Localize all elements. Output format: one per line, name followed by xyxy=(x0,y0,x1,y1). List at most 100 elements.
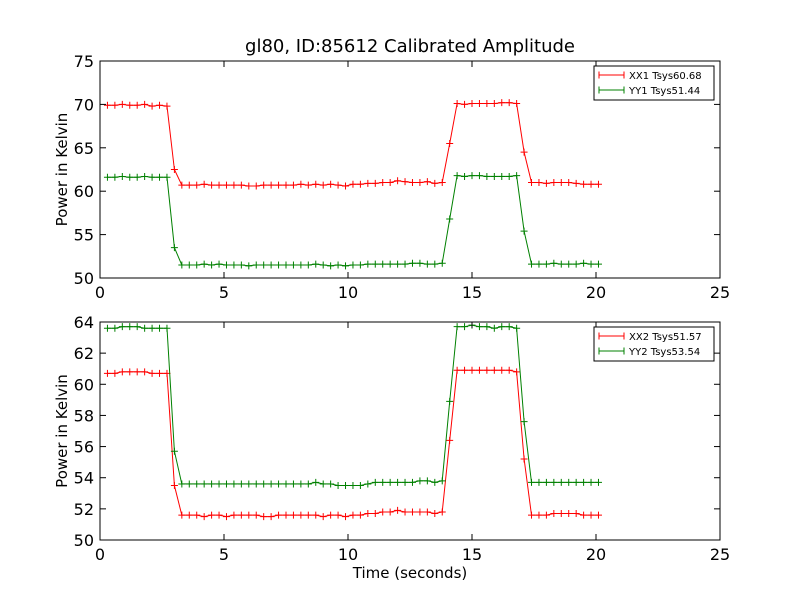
data-point xyxy=(163,173,171,181)
data-point xyxy=(156,369,164,377)
data-point xyxy=(528,260,536,268)
data-point xyxy=(289,181,297,189)
data-point xyxy=(267,480,275,488)
data-point xyxy=(453,172,461,180)
data-point xyxy=(230,181,238,189)
data-point xyxy=(148,173,156,181)
data-point xyxy=(208,511,216,519)
data-point xyxy=(475,172,483,180)
legend-2: XX2 Tsys51.57 YY2 Tsys53.54 xyxy=(593,326,715,362)
y-tick-label: 75 xyxy=(74,52,94,71)
data-point xyxy=(156,173,164,181)
data-point xyxy=(208,480,216,488)
data-point xyxy=(193,480,201,488)
data-point xyxy=(260,513,268,521)
data-point xyxy=(111,101,119,109)
data-point xyxy=(416,477,424,485)
data-point xyxy=(178,511,186,519)
data-point xyxy=(461,100,469,108)
data-point xyxy=(141,324,149,332)
data-point xyxy=(297,511,305,519)
y-tick-label: 52 xyxy=(74,500,94,519)
data-point xyxy=(565,260,573,268)
data-point xyxy=(282,181,290,189)
data-point xyxy=(289,511,297,519)
data-point xyxy=(170,244,178,252)
subplot-1: 0 5 10 15 20 25 50 55 60 65 70 75 Power in Kelvin XX1… xyxy=(53,52,730,302)
data-point xyxy=(111,173,119,181)
y-tick-label: 62 xyxy=(74,344,94,363)
data-point xyxy=(111,369,119,377)
x-tick-label: 20 xyxy=(586,545,606,564)
data-point xyxy=(423,477,431,485)
data-point xyxy=(156,101,164,109)
data-point xyxy=(513,172,521,180)
data-point xyxy=(446,397,454,405)
data-point xyxy=(401,478,409,486)
data-point xyxy=(401,508,409,516)
data-point xyxy=(103,173,111,181)
data-point xyxy=(446,139,454,147)
data-point xyxy=(394,478,402,486)
data-point xyxy=(200,180,208,188)
data-point xyxy=(163,102,171,110)
data-point xyxy=(327,480,335,488)
data-point xyxy=(222,480,230,488)
data-point xyxy=(408,259,416,267)
x-tick-label: 25 xyxy=(710,283,730,302)
data-point xyxy=(468,366,476,374)
data-point xyxy=(446,436,454,444)
data-point xyxy=(282,480,290,488)
data-point xyxy=(237,181,245,189)
data-point xyxy=(565,478,573,486)
data-point xyxy=(133,101,141,109)
x-tick-label: 20 xyxy=(586,283,606,302)
data-point xyxy=(431,478,439,486)
data-point xyxy=(535,511,543,519)
data-point xyxy=(111,324,119,332)
data-point xyxy=(304,480,312,488)
data-point xyxy=(319,261,327,269)
data-point xyxy=(215,511,223,519)
data-point xyxy=(461,366,469,374)
data-point xyxy=(483,366,491,374)
data-point xyxy=(275,480,283,488)
data-point xyxy=(342,262,350,270)
data-point xyxy=(587,511,595,519)
data-point xyxy=(594,180,602,188)
data-point xyxy=(379,179,387,187)
data-point xyxy=(580,180,588,188)
data-point xyxy=(453,366,461,374)
data-point xyxy=(126,368,134,376)
data-point xyxy=(557,179,565,187)
data-point xyxy=(141,172,149,180)
data-point xyxy=(408,508,416,516)
data-point xyxy=(364,480,372,488)
data-point xyxy=(334,482,342,489)
data-point xyxy=(364,179,372,187)
axes-frame xyxy=(99,321,721,541)
data-point xyxy=(319,480,327,488)
data-point xyxy=(103,369,111,377)
data-point xyxy=(304,261,312,269)
data-point xyxy=(356,180,364,188)
data-point xyxy=(156,324,164,332)
data-point xyxy=(475,366,483,374)
x-tick-label: 15 xyxy=(462,545,482,564)
data-point xyxy=(371,510,379,518)
data-point xyxy=(133,323,141,331)
data-point xyxy=(423,508,431,516)
data-point xyxy=(565,179,573,187)
data-point xyxy=(371,478,379,486)
data-point xyxy=(386,508,394,516)
data-point xyxy=(148,324,156,332)
data-point xyxy=(386,260,394,268)
data-point xyxy=(356,511,364,519)
data-point xyxy=(237,511,245,519)
data-point xyxy=(394,506,402,514)
data-point xyxy=(349,261,357,269)
data-point xyxy=(513,100,521,108)
data-point xyxy=(542,478,550,486)
x-tick-label: 10 xyxy=(338,545,358,564)
data-point xyxy=(528,478,536,486)
